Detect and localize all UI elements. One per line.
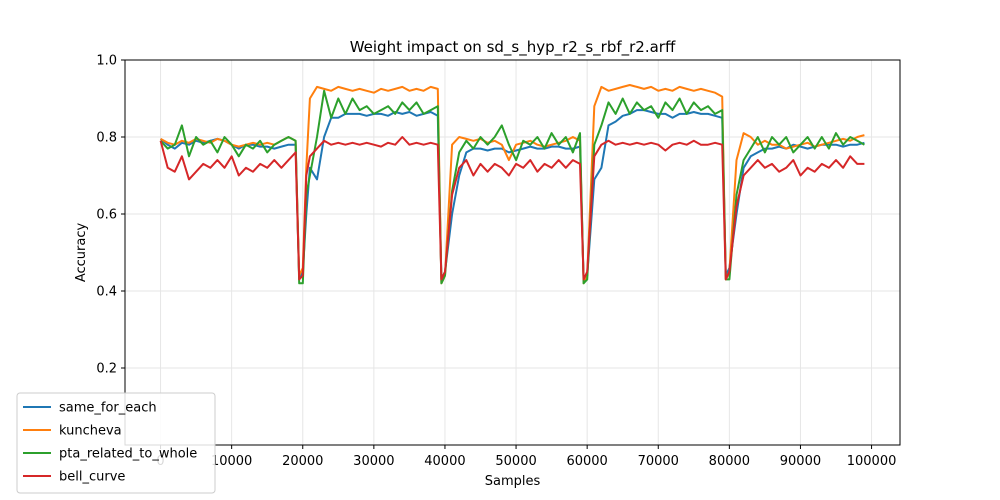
x-tick-label: 40000 — [424, 454, 465, 469]
chart-title: Weight impact on sd_s_hyp_r2_s_rbf_r2.ar… — [350, 38, 676, 57]
x-tick-label: 70000 — [638, 454, 679, 469]
series-line-bell_curve — [159, 136, 865, 281]
axis-ticks: 0100002000030000400005000060000700008000… — [96, 54, 896, 470]
x-tick-label: 20000 — [282, 454, 323, 469]
y-tick-label: 0.6 — [96, 208, 117, 223]
legend-label: pta_related_to_whole — [59, 447, 197, 462]
x-tick-label: 50000 — [495, 454, 536, 469]
y-tick-label: 1.0 — [96, 54, 117, 69]
x-axis-label: Samples — [485, 474, 541, 489]
x-tick-label: 100000 — [847, 454, 897, 469]
x-tick-label: 10000 — [211, 454, 252, 469]
legend-label: same_for_each — [59, 401, 157, 416]
y-tick-label: 0.4 — [96, 285, 117, 300]
x-tick-label: 90000 — [780, 454, 821, 469]
legend-box — [16, 392, 216, 494]
x-tick-label: 80000 — [709, 454, 750, 469]
y-axis-label: Accuracy — [74, 223, 89, 283]
series-line-pta_related_to_whole — [159, 89, 865, 285]
y-tick-label: 0.2 — [96, 362, 117, 377]
legend: same_for_each kuncheva pta_related_to_whol… — [16, 392, 216, 494]
series-line-kuncheva — [160, 84, 865, 285]
series-lines — [159, 84, 865, 285]
legend-label: kuncheva — [59, 424, 122, 439]
grid — [125, 59, 900, 445]
plot-frame — [124, 59, 901, 446]
y-tick-label: 0.8 — [96, 131, 117, 146]
series-line-same_for_each — [159, 109, 865, 281]
legend-label: bell_curve — [59, 470, 125, 485]
x-tick-label: 30000 — [353, 454, 394, 469]
x-tick-label: 60000 — [566, 454, 607, 469]
